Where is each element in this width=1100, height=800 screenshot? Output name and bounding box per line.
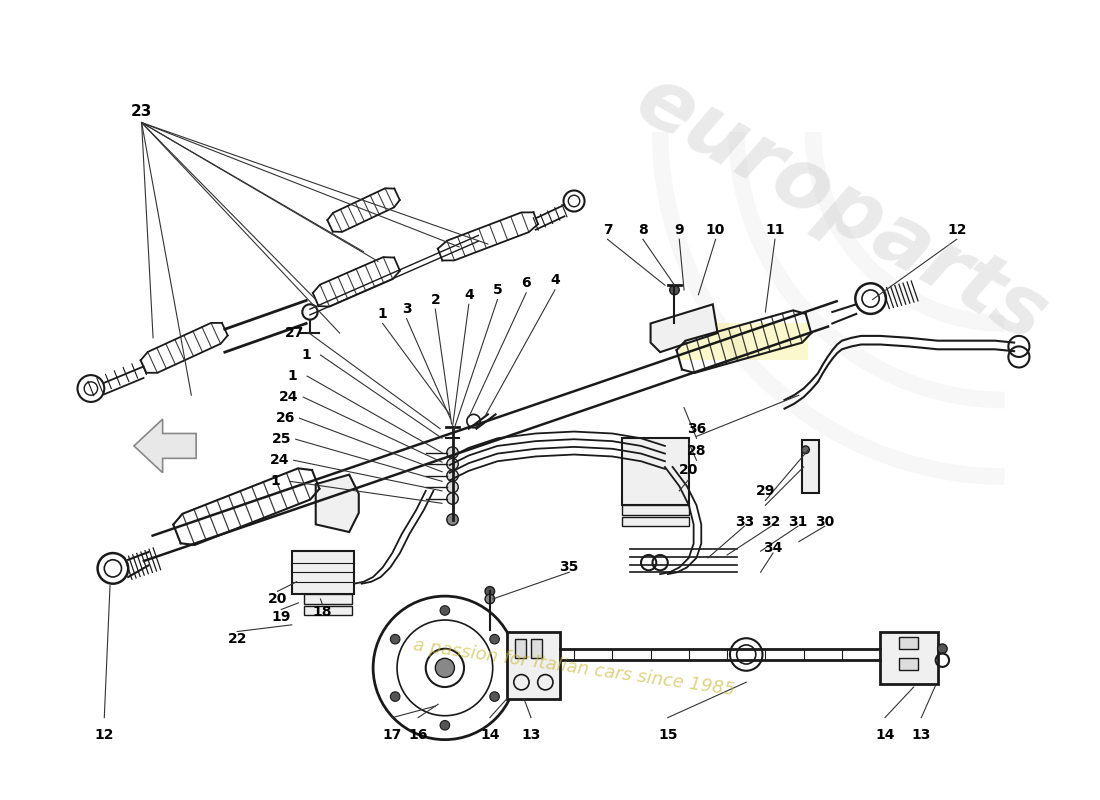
Circle shape <box>390 692 400 702</box>
Circle shape <box>390 634 400 644</box>
Text: 30: 30 <box>815 514 834 529</box>
Bar <box>621 438 689 506</box>
Text: 13: 13 <box>521 728 541 742</box>
Text: 1: 1 <box>301 348 311 362</box>
Bar <box>802 440 820 493</box>
Text: 13: 13 <box>912 728 931 742</box>
Text: 16: 16 <box>408 728 428 742</box>
Text: 15: 15 <box>658 728 678 742</box>
Circle shape <box>485 594 495 604</box>
Circle shape <box>490 692 499 702</box>
Circle shape <box>490 634 499 644</box>
Bar <box>680 323 808 360</box>
Circle shape <box>447 447 459 458</box>
Text: 12: 12 <box>947 222 967 237</box>
Text: 11: 11 <box>766 222 784 237</box>
Text: 34: 34 <box>763 542 783 555</box>
Polygon shape <box>650 304 717 352</box>
Bar <box>900 638 918 649</box>
Text: 14: 14 <box>876 728 894 742</box>
Text: 31: 31 <box>789 514 807 529</box>
Circle shape <box>802 446 810 454</box>
Bar <box>292 551 354 594</box>
Text: 1: 1 <box>288 369 298 383</box>
Bar <box>621 517 689 526</box>
Text: 5: 5 <box>493 283 503 297</box>
Text: 18: 18 <box>312 606 332 619</box>
Circle shape <box>447 514 459 526</box>
Text: 8: 8 <box>638 222 648 237</box>
Text: 4: 4 <box>550 274 560 287</box>
Text: 25: 25 <box>272 432 292 446</box>
Text: 12: 12 <box>95 728 114 742</box>
Polygon shape <box>316 474 359 532</box>
Text: 4: 4 <box>464 288 474 302</box>
Text: 26: 26 <box>275 411 295 425</box>
Bar <box>621 506 689 515</box>
Circle shape <box>447 470 459 482</box>
Circle shape <box>485 586 495 596</box>
Circle shape <box>670 285 680 294</box>
Text: 1: 1 <box>271 474 281 488</box>
Text: 10: 10 <box>706 222 725 237</box>
Circle shape <box>436 658 454 678</box>
Text: 6: 6 <box>521 276 531 290</box>
Circle shape <box>937 644 947 654</box>
Text: 35: 35 <box>560 561 579 574</box>
Text: 24: 24 <box>279 390 299 404</box>
Circle shape <box>447 482 459 493</box>
Text: 2: 2 <box>430 293 440 306</box>
Circle shape <box>440 606 450 615</box>
Text: a passion for Italian cars since 1985: a passion for Italian cars since 1985 <box>412 636 736 699</box>
Text: 32: 32 <box>761 514 781 529</box>
Bar <box>515 639 526 658</box>
Text: 29: 29 <box>756 484 775 498</box>
Text: 20: 20 <box>679 463 699 477</box>
Bar <box>305 594 352 604</box>
Text: 14: 14 <box>480 728 499 742</box>
Text: 19: 19 <box>272 610 292 624</box>
Circle shape <box>447 458 459 470</box>
Text: 1: 1 <box>377 307 387 321</box>
Text: 3: 3 <box>402 302 411 316</box>
Text: 9: 9 <box>674 222 684 237</box>
Text: 23: 23 <box>131 103 152 118</box>
Polygon shape <box>134 419 196 473</box>
Text: 22: 22 <box>228 632 248 646</box>
Text: 7: 7 <box>603 222 613 237</box>
Bar <box>531 639 542 658</box>
Text: 27: 27 <box>285 326 305 340</box>
Bar <box>880 631 937 684</box>
Bar <box>305 606 352 615</box>
Text: 24: 24 <box>270 454 289 467</box>
Bar <box>507 633 560 699</box>
Bar <box>900 658 918 670</box>
Text: 33: 33 <box>735 514 754 529</box>
Text: 36: 36 <box>686 422 706 436</box>
Text: 17: 17 <box>383 728 402 742</box>
Circle shape <box>440 721 450 730</box>
Circle shape <box>447 493 459 504</box>
Text: 28: 28 <box>686 444 706 458</box>
Text: europarts: europarts <box>623 58 1062 359</box>
Text: 20: 20 <box>267 592 287 606</box>
